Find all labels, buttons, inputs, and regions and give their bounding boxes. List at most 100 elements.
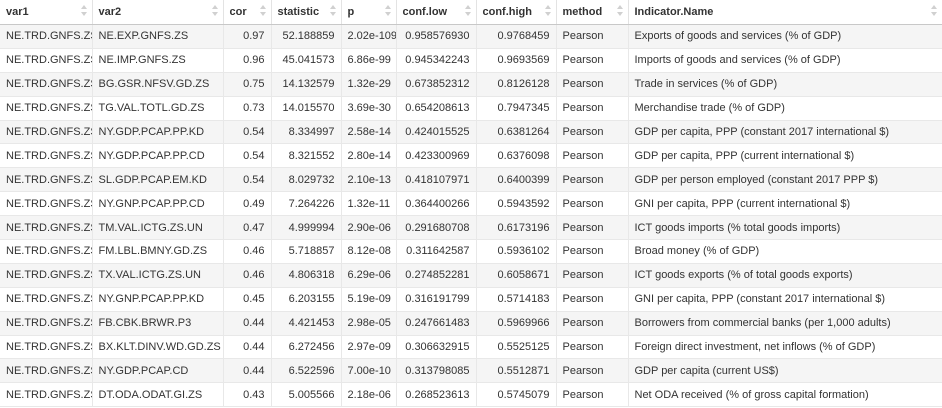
cell-conf-high: 0.9693569 bbox=[476, 48, 557, 73]
cell-conf-low: 0.268523613 bbox=[396, 382, 477, 408]
column-header-p[interactable]: p bbox=[341, 0, 397, 25]
cell-method: Pearson bbox=[556, 167, 629, 193]
sort-arrows-icon[interactable] bbox=[616, 5, 624, 19]
cell-cor: 0.49 bbox=[223, 191, 272, 217]
table-row: NE.TRD.GNFS.ZS SL.GDP.PCAP.EM.KD 0.54 8.029… bbox=[0, 167, 942, 193]
cell-conf-high: 0.5745079 bbox=[476, 382, 557, 408]
cell-conf-low: 0.247661483 bbox=[396, 311, 477, 336]
cell-indicator-name: Net ODA received (% of gross capital for… bbox=[628, 382, 942, 408]
cell-cor: 0.54 bbox=[223, 143, 272, 169]
column-header-label: statistic bbox=[277, 6, 320, 18]
sort-arrows-icon[interactable] bbox=[80, 5, 88, 19]
cell-var1: NE.TRD.GNFS.ZS bbox=[0, 382, 93, 408]
cell-conf-low: 0.654208613 bbox=[396, 96, 477, 121]
cell-statistic: 4.421453 bbox=[271, 311, 342, 336]
table-row: NE.TRD.GNFS.ZS NY.GDP.PCAP.PP.KD 0.54 8.334… bbox=[0, 120, 942, 145]
table-row: NE.TRD.GNFS.ZS NE.EXP.GNFS.ZS 0.97 52.18885… bbox=[0, 24, 942, 49]
cell-p: 2.10e-13 bbox=[341, 167, 397, 193]
cell-p: 2.90e-06 bbox=[341, 215, 397, 241]
cell-cor: 0.44 bbox=[223, 335, 272, 360]
cell-indicator-name: GDP per capita (current US$) bbox=[628, 358, 942, 384]
cell-cor: 0.44 bbox=[223, 311, 272, 336]
cell-statistic: 45.041573 bbox=[271, 48, 342, 73]
cell-cor: 0.54 bbox=[223, 167, 272, 193]
cell-var2: TM.VAL.ICTG.ZS.UN bbox=[92, 215, 224, 241]
table-row: NE.TRD.GNFS.ZS TX.VAL.ICTG.ZS.UN 0.46 4.806… bbox=[0, 263, 942, 288]
sort-arrows-icon[interactable] bbox=[464, 5, 472, 19]
cell-p: 6.86e-99 bbox=[341, 48, 397, 73]
cell-p: 2.02e-109 bbox=[341, 24, 397, 49]
cell-method: Pearson bbox=[556, 358, 629, 384]
cell-conf-high: 0.6058671 bbox=[476, 263, 557, 288]
cell-var2: NY.GNP.PCAP.PP.CD bbox=[92, 191, 224, 217]
cell-var2: TG.VAL.TOTL.GD.ZS bbox=[92, 96, 224, 121]
table-row: NE.TRD.GNFS.ZS TM.VAL.ICTG.ZS.UN 0.47 4.999… bbox=[0, 215, 942, 241]
cell-conf-low: 0.958576930 bbox=[396, 24, 477, 49]
cell-statistic: 6.203155 bbox=[271, 287, 342, 312]
table-row: NE.TRD.GNFS.ZS NY.GDP.PCAP.CD 0.44 6.522596… bbox=[0, 358, 942, 384]
cell-statistic: 14.015570 bbox=[271, 96, 342, 121]
cell-p: 7.00e-10 bbox=[341, 358, 397, 384]
sort-arrows-icon[interactable] bbox=[329, 5, 337, 19]
column-header-statistic[interactable]: statistic bbox=[271, 0, 342, 25]
cell-p: 5.19e-09 bbox=[341, 287, 397, 312]
cell-method: Pearson bbox=[556, 48, 629, 73]
cell-conf-high: 0.9768459 bbox=[476, 24, 557, 49]
cell-var2: SL.GDP.PCAP.EM.KD bbox=[92, 167, 224, 193]
column-header-var1[interactable]: var1 bbox=[0, 0, 93, 25]
table-row: NE.TRD.GNFS.ZS NY.GNP.PCAP.PP.KD 0.45 6.203… bbox=[0, 287, 942, 312]
cell-conf-low: 0.945342243 bbox=[396, 48, 477, 73]
cell-statistic: 52.188859 bbox=[271, 24, 342, 49]
cell-indicator-name: Foreign direct investment, net inflows (… bbox=[628, 335, 942, 360]
cell-p: 2.58e-14 bbox=[341, 120, 397, 145]
column-header-var2[interactable]: var2 bbox=[92, 0, 224, 25]
cell-cor: 0.46 bbox=[223, 239, 272, 264]
cell-statistic: 5.005566 bbox=[271, 382, 342, 408]
cell-indicator-name: Imports of goods and services (% of GDP) bbox=[628, 48, 942, 73]
column-header-cor[interactable]: cor bbox=[223, 0, 272, 25]
cell-conf-low: 0.423300969 bbox=[396, 143, 477, 169]
cell-conf-low: 0.364400266 bbox=[396, 191, 477, 217]
sort-arrows-icon[interactable] bbox=[211, 5, 219, 19]
table-row: NE.TRD.GNFS.ZS NY.GNP.PCAP.PP.CD 0.49 7.264… bbox=[0, 191, 942, 217]
table-row: NE.TRD.GNFS.ZS NY.GDP.PCAP.PP.CD 0.54 8.321… bbox=[0, 143, 942, 169]
cell-cor: 0.97 bbox=[223, 24, 272, 49]
cell-method: Pearson bbox=[556, 263, 629, 288]
cell-cor: 0.45 bbox=[223, 287, 272, 312]
column-header-conf-low[interactable]: conf.low bbox=[396, 0, 477, 25]
sort-arrows-icon[interactable] bbox=[544, 5, 552, 19]
cell-method: Pearson bbox=[556, 191, 629, 217]
cell-indicator-name: Trade in services (% of GDP) bbox=[628, 72, 942, 97]
cell-var2: NY.GDP.PCAP.PP.CD bbox=[92, 143, 224, 169]
cell-conf-high: 0.7947345 bbox=[476, 96, 557, 121]
cell-p: 1.32e-11 bbox=[341, 191, 397, 217]
column-header-label: p bbox=[347, 6, 355, 18]
cell-statistic: 7.264226 bbox=[271, 191, 342, 217]
cell-cor: 0.73 bbox=[223, 96, 272, 121]
column-header-method[interactable]: method bbox=[556, 0, 629, 25]
cell-conf-high: 0.8126128 bbox=[476, 72, 557, 97]
cell-indicator-name: Borrowers from commercial banks (per 1,0… bbox=[628, 311, 942, 336]
cell-conf-high: 0.6400399 bbox=[476, 167, 557, 193]
cell-var1: NE.TRD.GNFS.ZS bbox=[0, 287, 93, 312]
cell-var1: NE.TRD.GNFS.ZS bbox=[0, 48, 93, 73]
cell-p: 2.97e-09 bbox=[341, 335, 397, 360]
column-header-label: Indicator.Name bbox=[634, 6, 714, 18]
cell-conf-low: 0.316191799 bbox=[396, 287, 477, 312]
cell-cor: 0.75 bbox=[223, 72, 272, 97]
cell-var1: NE.TRD.GNFS.ZS bbox=[0, 191, 93, 217]
cell-cor: 0.44 bbox=[223, 358, 272, 384]
table-row: NE.TRD.GNFS.ZS FB.CBK.BRWR.P3 0.44 4.421453… bbox=[0, 311, 942, 336]
cell-indicator-name: Exports of goods and services (% of GDP) bbox=[628, 24, 942, 49]
cell-var2: NE.IMP.GNFS.ZS bbox=[92, 48, 224, 73]
column-header-indicator-name[interactable]: Indicator.Name bbox=[628, 0, 942, 25]
column-header-conf-high[interactable]: conf.high bbox=[476, 0, 557, 25]
cell-method: Pearson bbox=[556, 24, 629, 49]
cell-statistic: 4.999994 bbox=[271, 215, 342, 241]
header-row: var1 var2 cor statistic p conf.low conf.… bbox=[0, 0, 942, 25]
sort-arrows-icon[interactable] bbox=[930, 5, 938, 19]
cell-method: Pearson bbox=[556, 120, 629, 145]
sort-arrows-icon[interactable] bbox=[384, 5, 392, 19]
cell-cor: 0.47 bbox=[223, 215, 272, 241]
sort-arrows-icon[interactable] bbox=[259, 5, 267, 19]
